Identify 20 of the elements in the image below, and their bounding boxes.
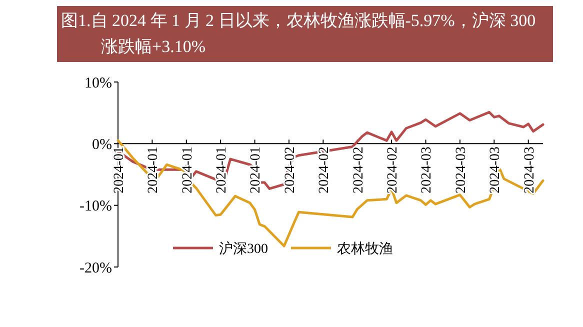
x-tick-label: 2024-03	[488, 146, 504, 194]
x-tick-label: 2024-01	[180, 146, 196, 194]
y-tick-label: 10%	[84, 75, 112, 92]
legend-label: 农林牧渔	[337, 240, 393, 257]
legend-label: 沪深300	[219, 240, 268, 257]
y-tick-label: -10%	[80, 198, 112, 215]
x-tick-label: 2024-01	[214, 146, 230, 194]
x-tick-label: 2024-03	[454, 146, 469, 194]
y-tick-label: 0%	[92, 136, 112, 153]
x-tick-label: 2024-02	[351, 146, 366, 194]
chart-title: 图1.自 2024 年 1 月 2 日以来，农林牧渔涨跌幅-5.97%，沪深 300 涨跌幅+3.10%	[57, 6, 553, 62]
x-tick-label: 2024-02	[385, 146, 400, 194]
x-tick-label: 2024-03	[420, 146, 435, 194]
x-tick-label: 2024-03	[522, 146, 538, 194]
x-tick-label: 2024-01	[248, 146, 264, 194]
y-tick-label: -20%	[80, 260, 112, 276]
x-tick-label: 2024-02	[282, 146, 298, 194]
x-tick-label: 2024-02	[317, 146, 332, 194]
x-tick-label: 2024-01	[112, 146, 127, 194]
x-tick-label: 2024-01	[146, 146, 162, 194]
